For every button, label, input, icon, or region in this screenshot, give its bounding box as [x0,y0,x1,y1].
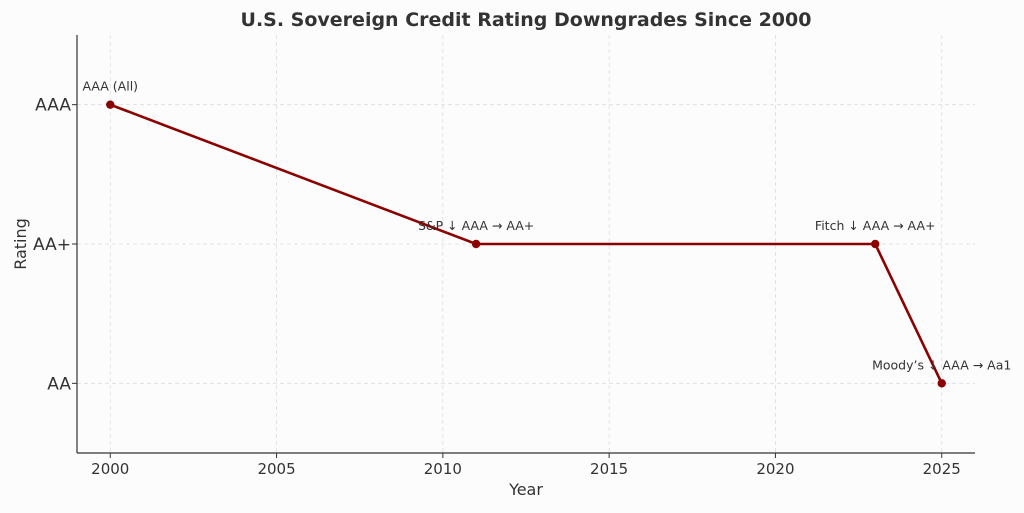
chart-title: U.S. Sovereign Credit Rating Downgrades … [241,9,812,31]
y-tick-label: AA+ [33,235,71,255]
data-point [937,379,946,388]
data-point [106,100,115,109]
point-annotation: AAA (All) [82,79,138,94]
axes: 2000 2005 2010 2015 2020 2025 AA AA+ AAA [33,35,975,478]
x-tick-label: 2025 [923,460,961,478]
y-axis-label: Rating [11,218,30,270]
series-line [109,103,943,384]
y-tick-label: AA [47,374,71,394]
point-annotation: S&P ↓ AAA → AA+ [418,218,534,233]
x-tick-label: 2010 [424,460,462,478]
data-point [871,239,880,249]
x-axis-label: Year [508,480,543,499]
x-tick-label: 2000 [91,460,129,478]
y-tick-label: AAA [35,96,71,116]
point-annotation: Fitch ↓ AAA → AA+ [815,218,936,233]
x-tick-label: 2020 [756,460,794,478]
data-point [471,239,481,249]
point-annotation: Moody’s ↓ AAA → Aa1 [872,357,1011,372]
x-tick-label: 2015 [590,460,628,478]
series: AAA (All) S&P ↓ AAA → AA+ Fitch ↓ AAA → AA… [82,79,1011,388]
x-tick-label: 2005 [257,460,295,478]
